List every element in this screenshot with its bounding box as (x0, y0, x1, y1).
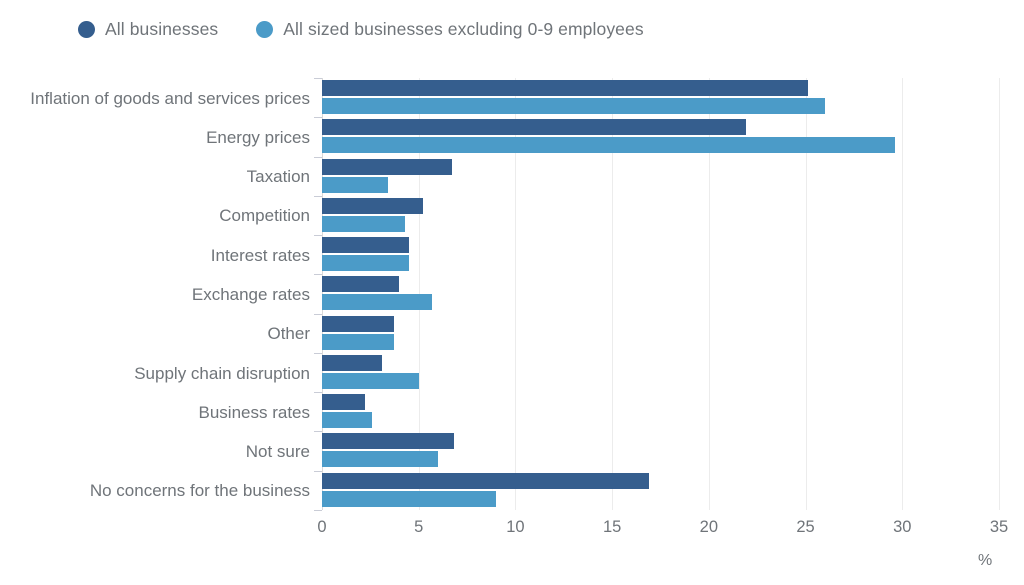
category-tick (314, 274, 322, 276)
category-label: Exchange rates (191, 285, 310, 304)
category-tick (314, 117, 322, 119)
x-tick-label: 35 (989, 518, 1009, 536)
x-tick-label: 15 (602, 518, 622, 536)
bar[interactable] (322, 394, 365, 411)
bar[interactable] (322, 215, 406, 232)
category-tick (314, 470, 322, 472)
gridline (612, 78, 614, 510)
x-tick-label: 25 (796, 518, 815, 536)
category-tick (314, 313, 322, 315)
legend-label: All businesses (105, 18, 219, 39)
circle-marker-icon (78, 20, 95, 38)
bar[interactable] (322, 158, 452, 175)
x-axis-title: % (978, 552, 993, 569)
bar-group (322, 119, 999, 158)
bar-group (322, 197, 999, 237)
bar[interactable] (322, 333, 394, 350)
legend-item-all-businesses[interactable]: All businesses (78, 19, 218, 40)
bar[interactable] (322, 80, 808, 96)
gridline (805, 78, 807, 510)
category-label: Supply chain disruption (134, 363, 310, 383)
category-label: Business rates (198, 402, 311, 422)
bar[interactable] (322, 197, 423, 214)
category-tick (314, 156, 322, 158)
bar-group (322, 237, 999, 276)
gridline (418, 78, 420, 510)
category-label: Not sure (245, 442, 310, 462)
bar-group (322, 315, 999, 355)
chart-legend: All businesses All sized businesses excl… (78, 16, 644, 42)
bar[interactable] (322, 119, 746, 136)
gridline (708, 78, 710, 510)
gridline (515, 78, 517, 510)
bar-group (322, 158, 999, 198)
bar-group (322, 354, 999, 394)
legend-item-excluding-0-9-employees[interactable]: All sized businesses excluding 0-9 emplo… (256, 18, 644, 40)
bar[interactable] (322, 451, 439, 468)
legend-label: All sized businesses excluding 0-9 emplo… (283, 18, 644, 39)
bar[interactable] (322, 412, 373, 429)
bar[interactable] (322, 354, 382, 371)
gridline (322, 78, 323, 510)
bar-group (322, 80, 999, 119)
bar[interactable] (322, 433, 454, 450)
bar[interactable] (322, 137, 895, 154)
category-label: Other (267, 324, 310, 344)
value-axis: 0 5 10 15 20 25 30 35 (317, 518, 1008, 546)
category-tick (314, 392, 322, 394)
bar[interactable] (322, 294, 433, 311)
category-label: Competition (219, 206, 310, 226)
circle-marker-icon (256, 20, 274, 38)
x-tick-label: 0 (317, 518, 327, 536)
category-tick (314, 195, 322, 197)
category-label: Inflation of goods and services prices (30, 88, 310, 108)
category-label: Energy prices (206, 127, 310, 147)
category-tick (314, 431, 322, 433)
bar[interactable] (322, 472, 649, 489)
category-tick (314, 78, 322, 79)
category-tick (314, 352, 322, 354)
bar[interactable] (322, 176, 388, 193)
x-tick-label: 5 (414, 518, 424, 536)
category-label: Taxation (246, 167, 310, 187)
x-tick-label: 10 (506, 518, 525, 536)
bar-group (322, 472, 999, 512)
bar[interactable] (322, 237, 410, 254)
bar-group (322, 276, 999, 315)
category-axis: Inflation of goods and services prices En… (0, 78, 310, 510)
bar[interactable] (322, 490, 497, 507)
x-tick-label: 30 (893, 518, 912, 536)
gridline (902, 78, 904, 510)
bar[interactable] (322, 315, 394, 332)
bar[interactable] (322, 255, 410, 272)
gridline (999, 78, 1000, 510)
bar-group (322, 394, 999, 433)
category-tick (314, 235, 322, 237)
bar[interactable] (322, 276, 400, 293)
bar-group (322, 433, 999, 472)
bar[interactable] (322, 372, 419, 389)
plot-area (314, 78, 1000, 512)
category-label: No concerns for the business (89, 481, 310, 501)
category-tick (314, 510, 322, 511)
x-tick-label: 20 (699, 518, 719, 536)
category-label: Interest rates (210, 245, 310, 265)
bar[interactable] (322, 98, 825, 114)
